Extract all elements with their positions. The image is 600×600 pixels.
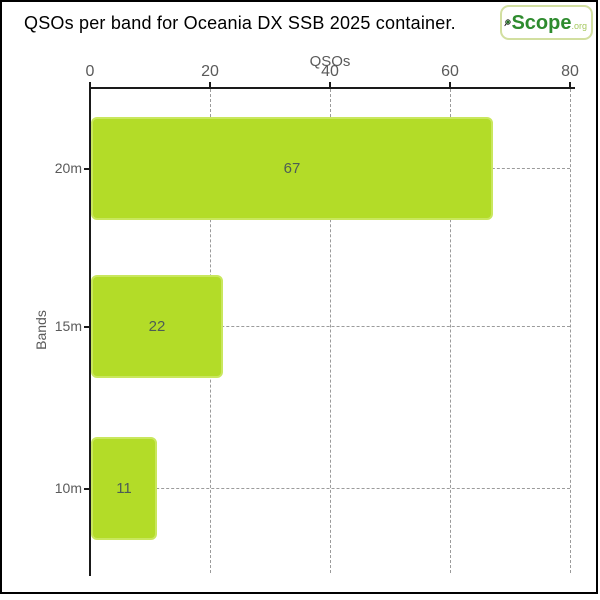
- bar-10m: 11: [91, 437, 157, 540]
- bar-15m: 22: [91, 275, 223, 378]
- y-tick-label: 20m: [54, 159, 82, 176]
- x-tick-mark: [329, 82, 331, 87]
- x-tick-label: 0: [85, 63, 95, 80]
- bar-value-label: 22: [148, 318, 166, 335]
- y-tick-mark: [84, 325, 90, 328]
- y-gridline: [91, 488, 570, 489]
- x-axis-title: QSOs: [309, 53, 351, 70]
- x-tick-mark: [89, 82, 91, 87]
- y-tick-label: 10m: [54, 479, 82, 496]
- x-tick-label: 80: [561, 63, 579, 80]
- x-tick-mark: [449, 82, 451, 87]
- bar-value-label: 11: [116, 480, 132, 497]
- y-tick-mark: [84, 487, 90, 490]
- x-tick-mark: [569, 82, 571, 87]
- chart-title: QSOs per band for Oceania DX SSB 2025 co…: [24, 13, 456, 33]
- x-tick-label: 20: [201, 63, 219, 80]
- x-tick-label: 40: [321, 63, 339, 80]
- y-axis-line: [89, 87, 91, 576]
- y-gridline: [91, 326, 570, 327]
- x-tick-label: 60: [441, 63, 459, 80]
- y-tick-label: 15m: [54, 317, 82, 334]
- logo-brand-text: Scope: [511, 11, 572, 34]
- x-axis-line: [89, 87, 575, 89]
- magnifier-globe-icon: [504, 18, 511, 26]
- bar-value-label: 67: [283, 160, 301, 177]
- qscope-logo: Scope .org: [500, 5, 593, 40]
- x-gridline: [449, 89, 451, 573]
- x-tick-mark: [209, 82, 211, 87]
- x-gridline: [329, 89, 331, 573]
- y-tick-mark: [84, 167, 90, 170]
- logo-suffix-text: .org: [571, 21, 587, 31]
- bar-20m: 67: [91, 117, 493, 220]
- x-gridline: [569, 89, 571, 573]
